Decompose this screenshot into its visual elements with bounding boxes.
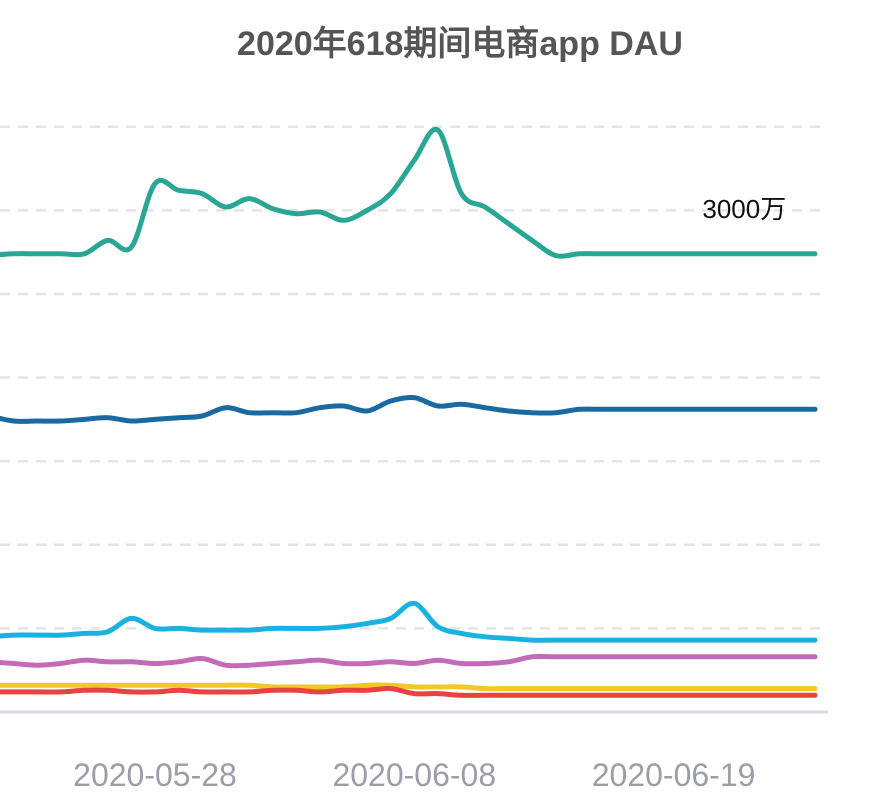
x-tick-label-1: 2020-06-08 — [332, 757, 496, 793]
annotation-label-0: 3000万 — [702, 194, 786, 224]
series-line-4 — [0, 682, 818, 692]
annotations: 3000万 — [702, 194, 786, 224]
series-line-3 — [0, 653, 818, 669]
x-tick-label-0: 2020-05-28 — [73, 757, 237, 793]
x-tick-label-2: 2020-06-19 — [592, 757, 756, 793]
series-lines — [0, 126, 818, 698]
chart-title: 2020年618期间电商app DAU — [237, 25, 683, 63]
x-axis-ticks: 2020-05-28 2020-06-08 2020-06-19 — [73, 757, 755, 793]
gridlines — [0, 125, 828, 630]
series-line-1 — [0, 394, 818, 424]
series-line-2 — [0, 600, 818, 643]
series-line-0 — [0, 126, 818, 259]
series-line-5 — [0, 685, 818, 698]
